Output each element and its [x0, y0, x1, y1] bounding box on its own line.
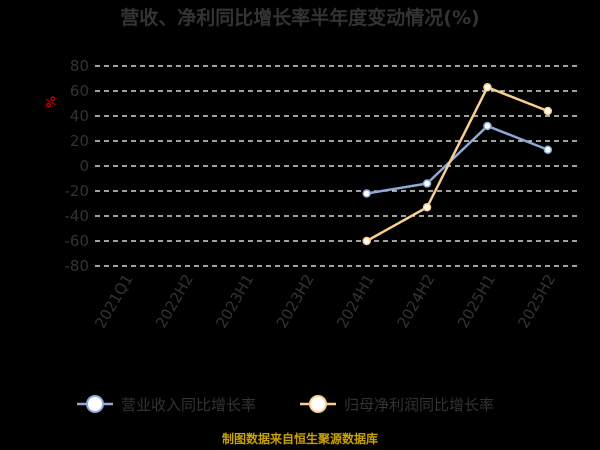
legend-marker — [86, 395, 104, 413]
legend-marker — [309, 395, 327, 413]
y-tick-label: -60 — [65, 232, 90, 250]
series-layer — [362, 83, 553, 246]
y-tick-label: -20 — [65, 182, 90, 200]
x-axis-ticks: 2021Q1 2022H2 2023H1 2023H2 2024H1 2024H2 2025… — [91, 271, 559, 332]
legend-label-1: 营业收入同比增长率 — [121, 396, 256, 414]
gridlines — [95, 65, 578, 267]
series-line-2 — [366, 86, 549, 243]
y-tick-label: -80 — [65, 257, 90, 275]
x-tick-label: 2024H2 — [393, 271, 438, 331]
x-tick-label: 2025H1 — [454, 271, 499, 331]
y-tick-label: 80 — [70, 57, 89, 75]
data-point-1 — [422, 179, 432, 188]
data-point-1 — [543, 145, 553, 154]
x-tick-label: 2023H2 — [273, 271, 318, 331]
series-line-1 — [366, 124, 549, 195]
data-point-2 — [543, 106, 553, 116]
legend: 营业收入同比增长率 归母净利润同比增长率 — [77, 395, 494, 414]
y-tick-label: 60 — [70, 82, 89, 100]
x-tick-label: 2023H1 — [212, 271, 257, 331]
y-axis-unit: % — [43, 96, 57, 108]
y-tick-label: -40 — [65, 207, 90, 225]
data-source-note: 制图数据来自恒生聚源数据库 — [222, 431, 378, 446]
y-tick-label: 0 — [79, 157, 89, 175]
legend-label-2: 归母净利润同比增长率 — [344, 396, 494, 414]
x-tick-label: 2022H2 — [152, 271, 197, 331]
data-point-1 — [362, 189, 371, 198]
data-point-2 — [422, 203, 432, 212]
y-tick-label: 40 — [70, 107, 89, 125]
x-tick-label: 2024H1 — [333, 271, 378, 331]
data-point-2 — [362, 236, 371, 246]
data-point-2 — [483, 83, 492, 92]
data-point-1 — [483, 121, 492, 131]
y-axis-ticks: 80 60 40 20 0 -20 -40 -60 -80 — [65, 57, 90, 275]
y-tick-label: 20 — [70, 132, 89, 150]
x-tick-label: 2025H2 — [514, 271, 559, 331]
x-tick-label: 2021Q1 — [91, 271, 136, 332]
chart-title: 营收、净利同比增长率半年度变动情况(%) — [120, 6, 479, 29]
